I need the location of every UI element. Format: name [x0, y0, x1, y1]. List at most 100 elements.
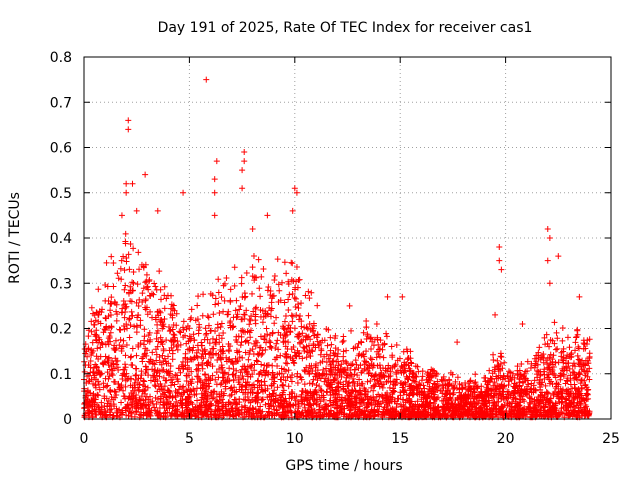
- data-point: [552, 359, 559, 366]
- data-point: [274, 384, 281, 391]
- data-point: [535, 352, 542, 359]
- data-point: [129, 393, 136, 400]
- data-point: [254, 350, 261, 357]
- data-point: [95, 286, 102, 293]
- data-point: [289, 371, 296, 378]
- data-point: [216, 332, 223, 339]
- data-point: [360, 329, 367, 336]
- data-point: [133, 409, 140, 416]
- data-point: [115, 380, 122, 387]
- data-point: [309, 348, 316, 355]
- data-point: [280, 339, 287, 346]
- data-point: [187, 412, 194, 419]
- data-point: [419, 373, 426, 380]
- data-point: [449, 400, 456, 407]
- data-point: [383, 410, 390, 417]
- data-point: [336, 372, 343, 379]
- data-point: [194, 385, 200, 392]
- data-point: [380, 354, 387, 361]
- data-point: [255, 407, 262, 414]
- data-point: [343, 347, 350, 354]
- data-point: [221, 390, 228, 397]
- data-point: [119, 309, 126, 316]
- data-point: [189, 406, 196, 413]
- data-point: [165, 387, 172, 394]
- data-point: [434, 378, 441, 385]
- data-point: [108, 300, 115, 307]
- data-point: [158, 296, 165, 303]
- data-point: [229, 408, 236, 415]
- data-point: [546, 397, 553, 404]
- data-point: [258, 273, 265, 280]
- data-point: [202, 325, 209, 332]
- data-point: [130, 280, 137, 287]
- data-point: [450, 386, 457, 393]
- data-point: [202, 404, 209, 411]
- data-point: [484, 386, 491, 393]
- data-point: [160, 412, 167, 419]
- data-point: [371, 383, 378, 390]
- data-point: [85, 398, 92, 405]
- data-point: [271, 273, 278, 280]
- data-point: [271, 387, 278, 394]
- data-point: [252, 317, 259, 324]
- data-point: [494, 357, 501, 364]
- data-point: [142, 279, 149, 286]
- data-point: [343, 372, 350, 379]
- data-point: [462, 394, 469, 401]
- data-point: [239, 167, 246, 174]
- y-axis-label: ROTI / TECUs: [7, 192, 23, 284]
- data-point: [284, 373, 291, 380]
- data-point: [401, 387, 408, 394]
- data-point: [328, 341, 335, 348]
- data-point: [370, 362, 377, 369]
- data-point: [260, 265, 267, 272]
- data-point: [531, 400, 538, 407]
- data-point: [269, 370, 276, 377]
- data-point: [340, 337, 347, 344]
- data-point: [445, 382, 452, 389]
- data-point: [118, 399, 125, 406]
- data-point: [177, 369, 184, 376]
- data-point: [375, 380, 382, 387]
- data-point: [133, 405, 140, 412]
- data-point: [317, 375, 324, 382]
- data-point: [386, 384, 393, 391]
- data-point: [382, 365, 389, 372]
- data-point: [298, 323, 305, 330]
- data-point: [194, 373, 201, 380]
- data-point: [112, 355, 119, 362]
- data-point: [195, 346, 202, 353]
- data-point: [536, 377, 543, 384]
- data-point: [538, 381, 545, 388]
- data-point: [297, 312, 304, 319]
- data-point: [301, 324, 308, 331]
- data-point: [205, 314, 212, 321]
- data-point: [512, 413, 519, 420]
- data-point: [363, 404, 370, 411]
- data-point: [100, 380, 107, 387]
- data-point: [284, 360, 291, 367]
- data-point: [119, 343, 126, 350]
- data-point: [419, 401, 426, 408]
- data-point: [225, 308, 232, 315]
- data-point: [133, 207, 140, 214]
- data-point: [519, 320, 526, 327]
- data-point: [161, 283, 168, 290]
- data-point: [327, 334, 334, 341]
- data-point: [290, 344, 297, 351]
- data-point: [353, 361, 360, 368]
- data-point: [366, 396, 373, 403]
- data-point: [120, 301, 127, 308]
- data-point: [321, 370, 328, 377]
- data-point: [319, 358, 326, 365]
- data-point: [293, 312, 300, 319]
- data-point: [208, 327, 215, 334]
- data-point: [112, 389, 119, 396]
- data-point: [460, 401, 467, 408]
- data-point: [453, 384, 460, 391]
- data-point: [166, 388, 173, 395]
- data-point: [249, 225, 256, 232]
- data-point: [213, 158, 220, 165]
- data-point: [323, 388, 330, 395]
